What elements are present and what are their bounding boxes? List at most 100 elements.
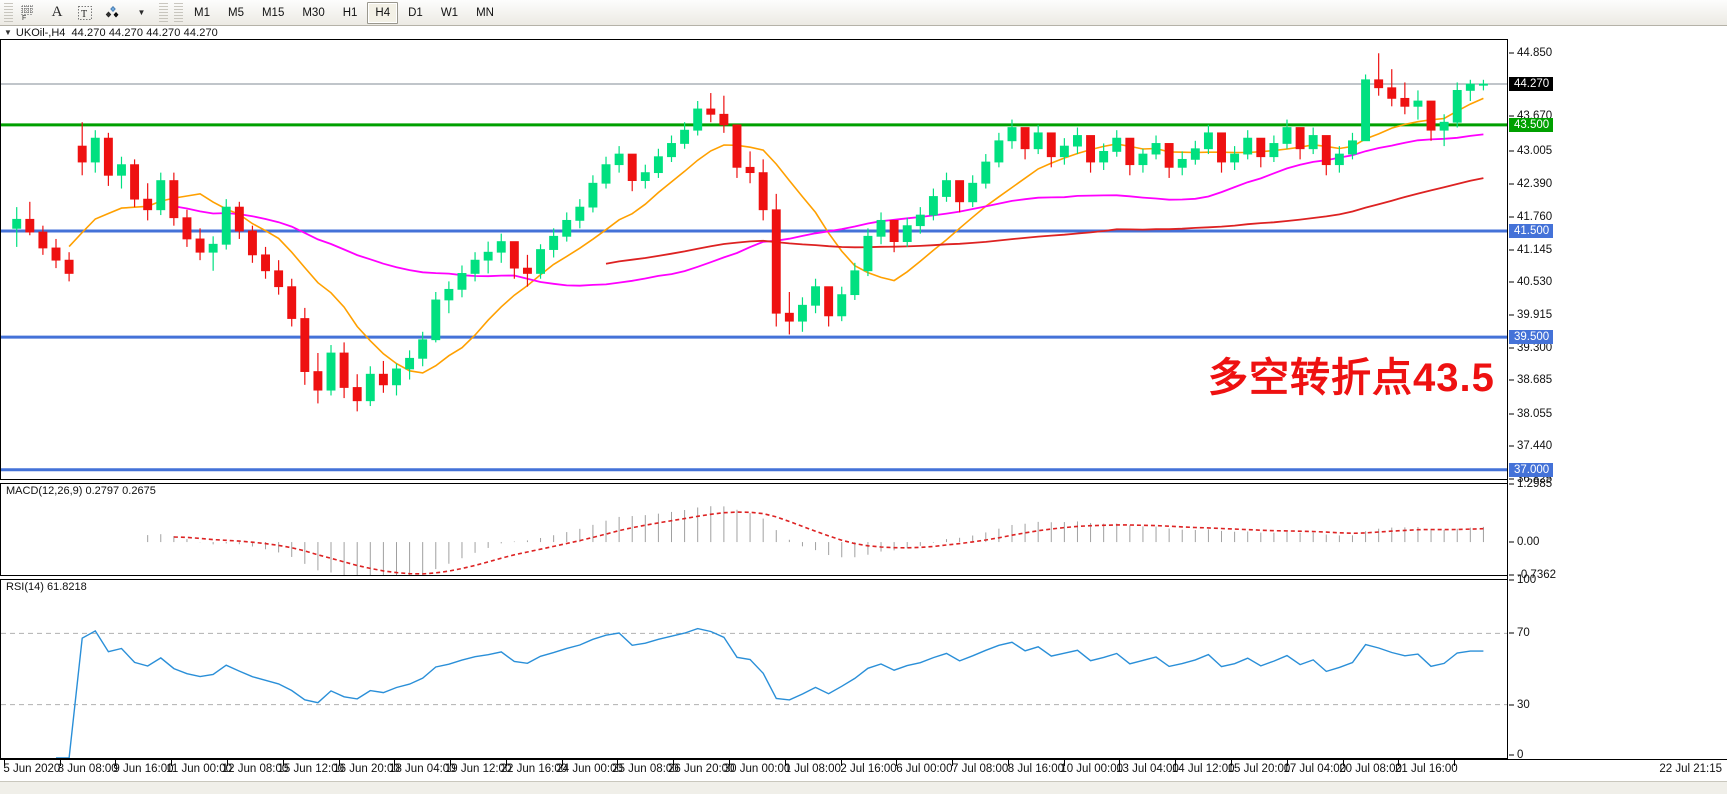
timeframe-m1[interactable]: M1 xyxy=(194,6,210,19)
time-axis-separator xyxy=(617,760,619,766)
time-axis-label: 24 Jun 00:00 xyxy=(556,763,623,775)
text-label-icon[interactable]: A xyxy=(51,4,63,20)
time-axis-label: 15 Jun 12:00 xyxy=(277,763,345,775)
axis-tick-mark xyxy=(1509,754,1514,756)
timeframe-h1[interactable]: H1 xyxy=(342,6,358,19)
rsi-axis-tick-0: 0 xyxy=(1517,749,1524,761)
time-axis-separator xyxy=(952,760,954,766)
time-axis-label: 18 Jun 04:00 xyxy=(389,763,456,775)
collapse-chevron-icon[interactable]: ▼ xyxy=(4,28,12,37)
time-axis-label: 10 Jul 00:00 xyxy=(1060,763,1123,775)
crosshair-icon[interactable]: F xyxy=(16,2,42,24)
toolbar-separator xyxy=(159,2,168,23)
axis-tick-mark xyxy=(1509,379,1514,381)
timeframe-w1[interactable]: W1 xyxy=(440,6,459,19)
time-axis-separator xyxy=(1007,760,1009,766)
chart-annotation-text: 多空转折点43.5 xyxy=(1208,356,1495,400)
price-axis-tick-42.39: 42.390 xyxy=(1517,177,1553,190)
main-toolbar: F A T ▼ M1 M5 M15 M30 H1 xyxy=(0,0,1727,26)
time-scale-axis[interactable]: 5 Jun 2020 8 Jun 08:00 9 Jun 16:00 11 Jun 0… xyxy=(0,759,1727,781)
axis-tick-mark xyxy=(1509,183,1514,185)
axis-tick-mark xyxy=(1509,478,1514,480)
rsi-label: RSI(14) 61.8218 xyxy=(6,581,87,593)
price-axis-tick-39.3: 39.300 xyxy=(1517,341,1553,354)
price-axis-tick-44.85: 44.850 xyxy=(1517,47,1553,60)
price-scale-axis[interactable]: 44.850 43.670 43.005 42.390 41.760 41.145 40.5… xyxy=(1507,39,1727,761)
text-box-icon[interactable]: T xyxy=(72,2,98,24)
time-axis-separator xyxy=(1342,760,1344,766)
price-level-badge-39.500: 39.500 xyxy=(1509,330,1554,345)
price-chart-canvas xyxy=(1,53,1507,472)
time-axis-separator xyxy=(784,760,786,766)
time-axis-separator xyxy=(1119,760,1121,766)
axis-tick-mark xyxy=(1509,216,1514,218)
time-axis-separator xyxy=(1454,760,1456,766)
time-axis-separator xyxy=(171,760,173,766)
time-axis-label: 1 Jul 08:00 xyxy=(784,763,841,775)
macd-axis-tick-0.00: 0.00 xyxy=(1517,536,1540,549)
time-axis-label: 11 Jun 00:00 xyxy=(166,763,233,775)
timeframe-m30[interactable]: M30 xyxy=(302,6,325,19)
time-axis-label: 21 Jul 16:00 xyxy=(1394,763,1458,775)
axis-tick-mark xyxy=(1509,115,1514,117)
axis-tick-mark xyxy=(1509,347,1514,349)
axis-tick-mark xyxy=(1509,150,1514,152)
time-axis-label: 19 Jun 12:00 xyxy=(444,763,512,775)
axis-tick-mark xyxy=(1509,704,1514,706)
time-axis-separator xyxy=(505,760,507,766)
macd-canvas xyxy=(147,506,1484,575)
time-axis-separator xyxy=(673,760,675,766)
objects-icon[interactable] xyxy=(100,2,126,24)
time-axis-label: 7 Jul 08:00 xyxy=(951,763,1009,775)
price-axis-tick-40.53: 40.530 xyxy=(1517,276,1553,289)
timeframe-m5[interactable]: M5 xyxy=(227,6,244,19)
time-axis-separator xyxy=(1286,760,1288,766)
symbol-name: UKOil-,H4 xyxy=(15,26,66,39)
axis-tick-mark xyxy=(1509,483,1514,485)
time-axis-separator xyxy=(115,760,117,766)
chevron-down-icon[interactable]: ▼ xyxy=(137,8,146,17)
price-level-badge-41.500: 41.500 xyxy=(1509,223,1554,238)
axis-tick-mark xyxy=(1509,541,1514,543)
time-axis-label: 16 Jun 20:00 xyxy=(333,763,400,775)
time-axis-separator xyxy=(729,760,730,766)
axis-tick-mark xyxy=(1509,314,1514,316)
axis-tick-mark xyxy=(1509,632,1514,634)
macd-label: MACD(12,26,9) 0.2797 0.2675 xyxy=(6,485,156,497)
price-chart-pane[interactable] xyxy=(0,39,1507,480)
time-axis-label: 2 Jul 16:00 xyxy=(840,763,897,775)
time-axis-label: 26 Jun 20:00 xyxy=(667,763,735,775)
time-axis-label: 20 Jul 08:00 xyxy=(1339,763,1402,775)
axis-tick-mark xyxy=(1509,413,1514,415)
price-axis-tick-37.44: 37.440 xyxy=(1517,440,1553,453)
price-axis-tick-41.76: 41.760 xyxy=(1517,211,1553,224)
time-axis-separator xyxy=(338,760,340,766)
macd-axis-tick-1.2985: 1.2985 xyxy=(1517,478,1553,490)
rsi-axis-tick-30: 30 xyxy=(1517,698,1530,711)
time-axis-label: 6 Jul 00:00 xyxy=(896,763,953,775)
time-axis-label: 25 Jun 08:00 xyxy=(612,763,679,775)
time-axis-separator xyxy=(394,760,396,766)
timeframe-grip-handle[interactable] xyxy=(174,2,183,23)
time-axis-separator xyxy=(896,760,898,766)
time-axis-label: 15 Jul 20:00 xyxy=(1227,763,1291,775)
time-axis-separator xyxy=(1063,760,1065,766)
timeframe-d1[interactable]: D1 xyxy=(408,6,423,19)
axis-tick-mark xyxy=(1509,579,1514,581)
rsi-axis-tick-70: 70 xyxy=(1517,627,1530,640)
time-axis-separator xyxy=(840,760,842,766)
price-axis-tick-43.005: 43.005 xyxy=(1517,145,1553,158)
svg-text:F: F xyxy=(22,15,26,21)
ohlc-values: 44.270 44.270 44.270 44.270 xyxy=(71,26,218,39)
time-axis-separator xyxy=(1231,760,1232,766)
axis-tick-mark xyxy=(1509,445,1514,447)
timeframe-h4[interactable]: H4 xyxy=(367,1,399,24)
timeframe-m15[interactable]: M15 xyxy=(261,6,285,19)
timeframe-mn[interactable]: MN xyxy=(476,6,494,19)
time-axis-separator xyxy=(227,760,228,766)
rsi-indicator-pane[interactable]: RSI(14) 61.8218 xyxy=(0,579,1507,759)
toolbar-grip-handle[interactable] xyxy=(4,2,13,23)
svg-text:T: T xyxy=(81,9,87,20)
macd-indicator-pane[interactable]: MACD(12,26,9) 0.2797 0.2675 xyxy=(0,483,1507,576)
time-axis-separator xyxy=(59,760,61,766)
